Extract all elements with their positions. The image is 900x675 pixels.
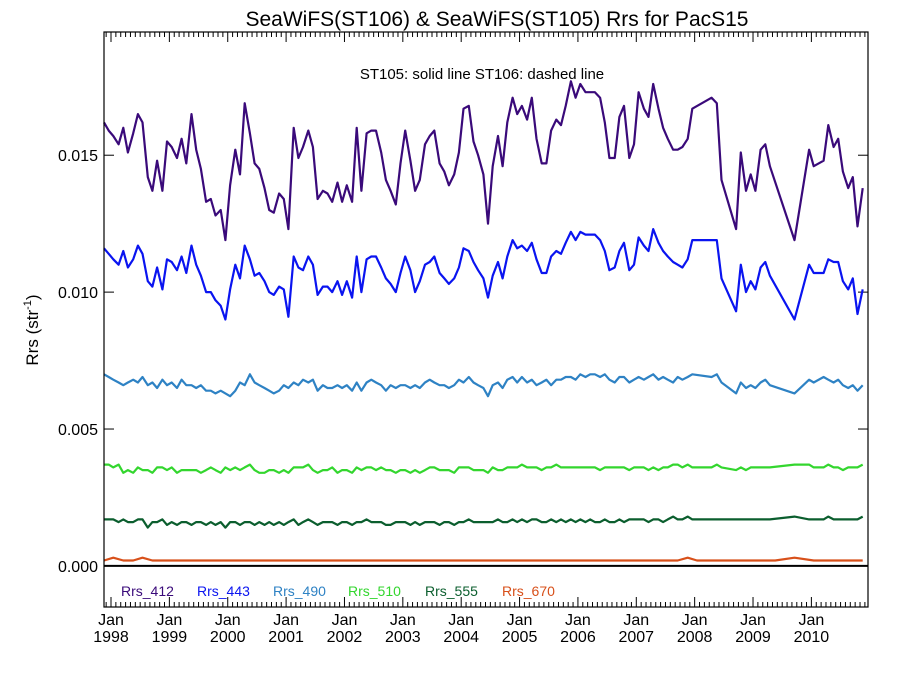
svg-text:Rrs (str-1): Rrs (str-1)	[22, 294, 42, 365]
x-tick-month-label: Jan	[156, 612, 182, 629]
x-tick-month-label: Jan	[623, 612, 649, 629]
y-tick-label: 0.010	[58, 285, 98, 302]
x-tick-year-label: 2001	[268, 629, 304, 646]
x-tick-year-label: 2002	[327, 629, 363, 646]
line-style-annotation: ST105: solid line ST106: dashed line	[360, 66, 604, 83]
plot-frame	[103, 31, 869, 608]
y-tick-label: 0.015	[58, 148, 98, 165]
x-tick-year-label: 2010	[794, 629, 830, 646]
x-tick-month-label: Jan	[682, 612, 708, 629]
legend-item: Rrs_555	[425, 583, 478, 599]
legend-item: Rrs_670	[502, 583, 555, 599]
x-tick-year-label: 2007	[618, 629, 654, 646]
x-tick-month-label: Jan	[565, 612, 591, 629]
legend-item: Rrs_443	[197, 583, 250, 599]
series-line-rrs-670	[103, 556, 863, 562]
series-line-rrs-490	[103, 373, 864, 398]
series-line-rrs-443	[103, 228, 864, 321]
y-axis-label-close: )	[23, 294, 42, 300]
x-tick-month-label: Jan	[98, 612, 124, 629]
x-tick-year-label: 2004	[443, 629, 479, 646]
x-tick-year-label: 2009	[735, 629, 771, 646]
x-tick-month-label: Jan	[448, 612, 474, 629]
legend-item: Rrs_490	[273, 583, 326, 599]
chart-title: SeaWiFS(ST106) & SeaWiFS(ST105) Rrs for …	[246, 8, 749, 31]
x-tick-year-label: 2003	[385, 629, 421, 646]
y-axis-label-text: Rrs (str	[23, 310, 42, 366]
x-tick-month-label: Jan	[273, 612, 299, 629]
x-tick-month-label: Jan	[332, 612, 358, 629]
legend: Rrs_412 Rrs_443 Rrs_490 Rrs_510 Rrs_555 Rrs_6…	[121, 583, 555, 599]
x-tick-year-label: 2008	[677, 629, 713, 646]
y-axis-label: Rrs (str-1)	[22, 294, 42, 365]
y-tick-label: 0.000	[58, 559, 98, 576]
x-tick-month-label: Jan	[215, 612, 241, 629]
x-tick-year-label: 1999	[152, 629, 188, 646]
series-line-rrs-555	[104, 515, 864, 529]
plot-area: 0.0000.0050.0100.015Jan1998Jan1999Jan200…	[58, 32, 868, 646]
x-tick-year-label: 2000	[210, 629, 246, 646]
x-tick-month-label: Jan	[798, 612, 824, 629]
series-line-rrs-510	[104, 463, 864, 474]
legend-item: Rrs_412	[121, 583, 174, 599]
x-tick-month-label: Jan	[740, 612, 766, 629]
x-tick-month-label: Jan	[390, 612, 416, 629]
x-tick-month-label: Jan	[507, 612, 533, 629]
x-tick-year-label: 2005	[502, 629, 538, 646]
y-tick-label: 0.005	[58, 422, 98, 439]
series-line-rrs-412	[103, 80, 864, 242]
y-axis-label-superscript: -1	[22, 300, 34, 310]
x-tick-year-label: 2006	[560, 629, 596, 646]
legend-item: Rrs_510	[348, 583, 401, 599]
x-tick-year-label: 1998	[93, 629, 129, 646]
